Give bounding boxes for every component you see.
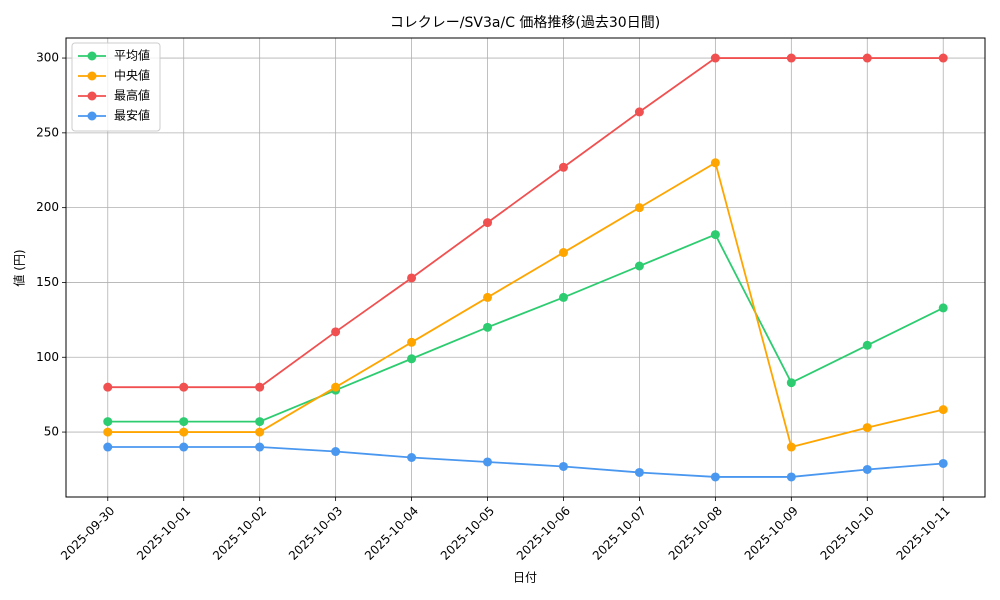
data-point xyxy=(103,382,113,392)
series-line xyxy=(107,57,944,389)
legend-marker xyxy=(87,111,97,121)
data-point xyxy=(710,472,720,482)
data-point xyxy=(255,442,265,452)
data-point xyxy=(862,423,872,433)
legend-label: 最安値 xyxy=(114,108,150,123)
x-tick-label: 2025-10-11 xyxy=(894,504,953,563)
legend-label: 最高値 xyxy=(114,88,150,103)
y-tick-label: 300 xyxy=(36,51,59,65)
legend-label: 平均値 xyxy=(114,48,150,63)
data-point xyxy=(786,53,796,63)
data-point xyxy=(938,303,948,313)
series-line xyxy=(107,446,944,478)
data-point xyxy=(331,447,341,457)
chart-title: コレクレー/SV3a/C 価格推移(過去30日間) xyxy=(390,15,660,31)
data-point xyxy=(331,382,341,392)
data-point xyxy=(483,218,493,228)
y-tick-label: 250 xyxy=(36,125,59,139)
data-point xyxy=(179,442,189,452)
data-point xyxy=(938,53,948,63)
data-point xyxy=(862,53,872,63)
y-tick-label: 150 xyxy=(36,275,59,289)
y-axis-label: 値 (円) xyxy=(12,249,27,286)
legend-marker xyxy=(87,51,97,61)
x-tick-label: 2025-10-04 xyxy=(362,504,421,563)
legend-marker xyxy=(87,91,97,101)
legend-label: 中央値 xyxy=(114,68,150,83)
data-point xyxy=(634,107,644,117)
data-point xyxy=(483,322,493,332)
data-point xyxy=(103,417,113,427)
data-point xyxy=(407,273,417,283)
x-tick-label: 2025-10-01 xyxy=(134,504,193,563)
x-tick-label: 2025-10-06 xyxy=(514,504,573,563)
x-tick-label: 2025-10-07 xyxy=(590,504,649,563)
x-tick-label: 2025-10-08 xyxy=(666,504,725,563)
plot-frame xyxy=(65,37,986,498)
data-point xyxy=(558,162,568,172)
data-point xyxy=(710,230,720,240)
data-point xyxy=(255,382,265,392)
data-point xyxy=(786,472,796,482)
data-point xyxy=(103,427,113,437)
x-tick-label: 2025-10-09 xyxy=(742,504,801,563)
legend-box xyxy=(71,42,161,132)
data-point xyxy=(255,427,265,437)
x-tick-label: 2025-10-05 xyxy=(438,504,497,563)
data-point xyxy=(634,467,644,477)
data-point xyxy=(862,464,872,474)
data-point xyxy=(255,417,265,427)
x-tick-label: 2025-10-10 xyxy=(818,504,877,563)
data-point xyxy=(938,458,948,468)
data-point xyxy=(862,340,872,350)
data-point xyxy=(407,453,417,463)
data-point xyxy=(938,405,948,415)
data-point xyxy=(558,248,568,258)
y-tick-label: 50 xyxy=(44,425,59,439)
data-point xyxy=(710,158,720,168)
y-tick-label: 200 xyxy=(36,200,59,214)
legend-marker xyxy=(87,71,97,81)
series-line xyxy=(107,233,944,423)
x-tick-label: 2025-09-30 xyxy=(58,504,117,563)
x-tick-label: 2025-10-02 xyxy=(210,504,269,563)
data-point xyxy=(483,457,493,467)
data-point xyxy=(103,442,113,452)
data-point xyxy=(710,53,720,63)
data-point xyxy=(558,292,568,302)
y-tick-label: 100 xyxy=(36,350,59,364)
x-tick-label: 2025-10-03 xyxy=(286,504,345,563)
data-point xyxy=(634,203,644,213)
series-line xyxy=(107,161,944,449)
data-point xyxy=(179,382,189,392)
data-point xyxy=(634,261,644,271)
data-point xyxy=(407,354,417,364)
data-point xyxy=(786,378,796,388)
data-point xyxy=(179,417,189,427)
data-point xyxy=(407,337,417,347)
x-axis-label: 日付 xyxy=(513,571,537,585)
data-point xyxy=(786,442,796,452)
data-point xyxy=(558,461,568,471)
data-point xyxy=(331,327,341,337)
data-point xyxy=(483,292,493,302)
data-point xyxy=(179,427,189,437)
